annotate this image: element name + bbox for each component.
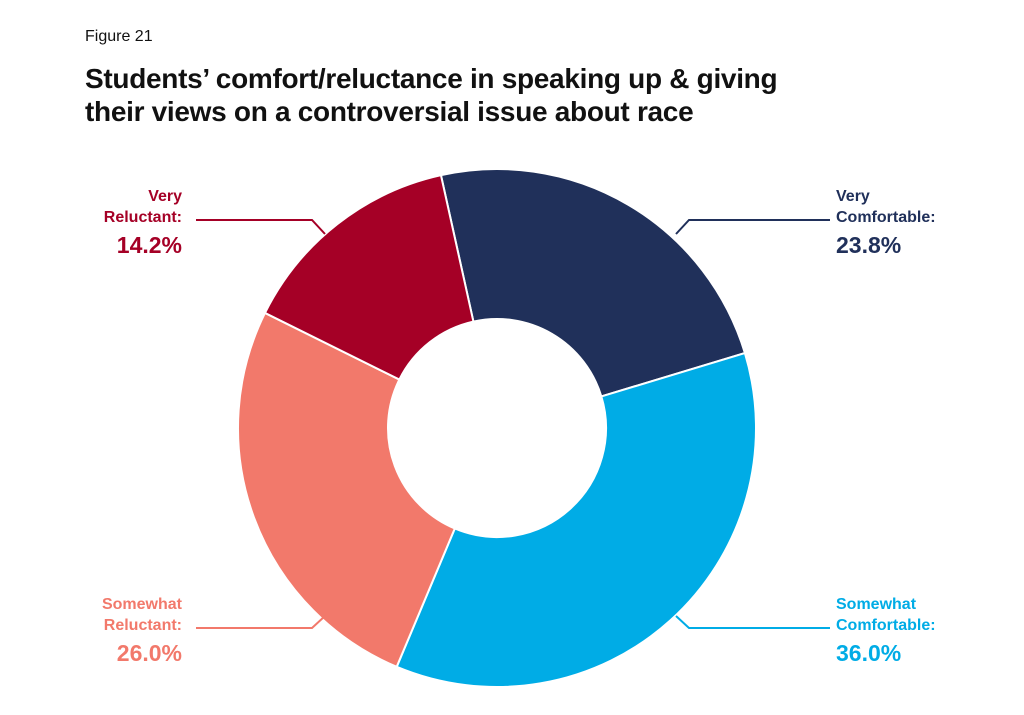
callout-somewhat-reluctant: Somewhat Reluctant: 26.0% xyxy=(40,594,182,668)
label-somewhat-reluctant-line-2: Reluctant: xyxy=(103,617,182,634)
label-very-reluctant-line-1: Very xyxy=(148,188,182,205)
label-very-reluctant-line-2: Reluctant: xyxy=(103,209,182,226)
chart-title-line-2: their views on a controversial issue abo… xyxy=(85,96,694,127)
leader-somewhat-comfortable xyxy=(675,615,830,629)
callout-very-comfortable: Very Comfortable: 23.8% xyxy=(836,186,936,260)
callout-very-reluctant: Very Reluctant: 14.2% xyxy=(40,186,182,260)
chart-title: Students’ comfort/reluctance in speaking… xyxy=(85,62,885,128)
label-somewhat-reluctant-line-1: Somewhat xyxy=(101,596,182,613)
slice-somewhat-comfortable xyxy=(395,351,757,688)
slice-somewhat-reluctant xyxy=(236,311,457,669)
value-very-comfortable: 23.8% xyxy=(836,232,902,258)
value-somewhat-reluctant: 26.0% xyxy=(116,640,182,666)
label-somewhat-comfortable-line-1: Somewhat xyxy=(836,596,917,613)
label-somewhat-comfortable-line-2: Comfortable: xyxy=(836,617,936,634)
value-very-reluctant: 14.2% xyxy=(116,232,182,258)
value-somewhat-comfortable: 36.0% xyxy=(836,640,902,666)
slice-very-reluctant xyxy=(263,173,475,381)
callout-somewhat-comfortable: Somewhat Comfortable: 36.0% xyxy=(836,594,936,668)
leader-somewhat-reluctant xyxy=(196,615,326,629)
label-very-comfortable-line-1: Very xyxy=(836,188,870,205)
figure-label: Figure 21 xyxy=(85,28,153,45)
slice-very-comfortable xyxy=(439,168,747,398)
chart-title-line-1: Students’ comfort/reluctance in speaking… xyxy=(85,63,778,94)
leader-very-comfortable xyxy=(675,219,830,235)
donut-slices xyxy=(236,168,757,688)
leader-very-reluctant xyxy=(196,219,326,235)
label-very-comfortable-line-2: Comfortable: xyxy=(836,209,936,226)
